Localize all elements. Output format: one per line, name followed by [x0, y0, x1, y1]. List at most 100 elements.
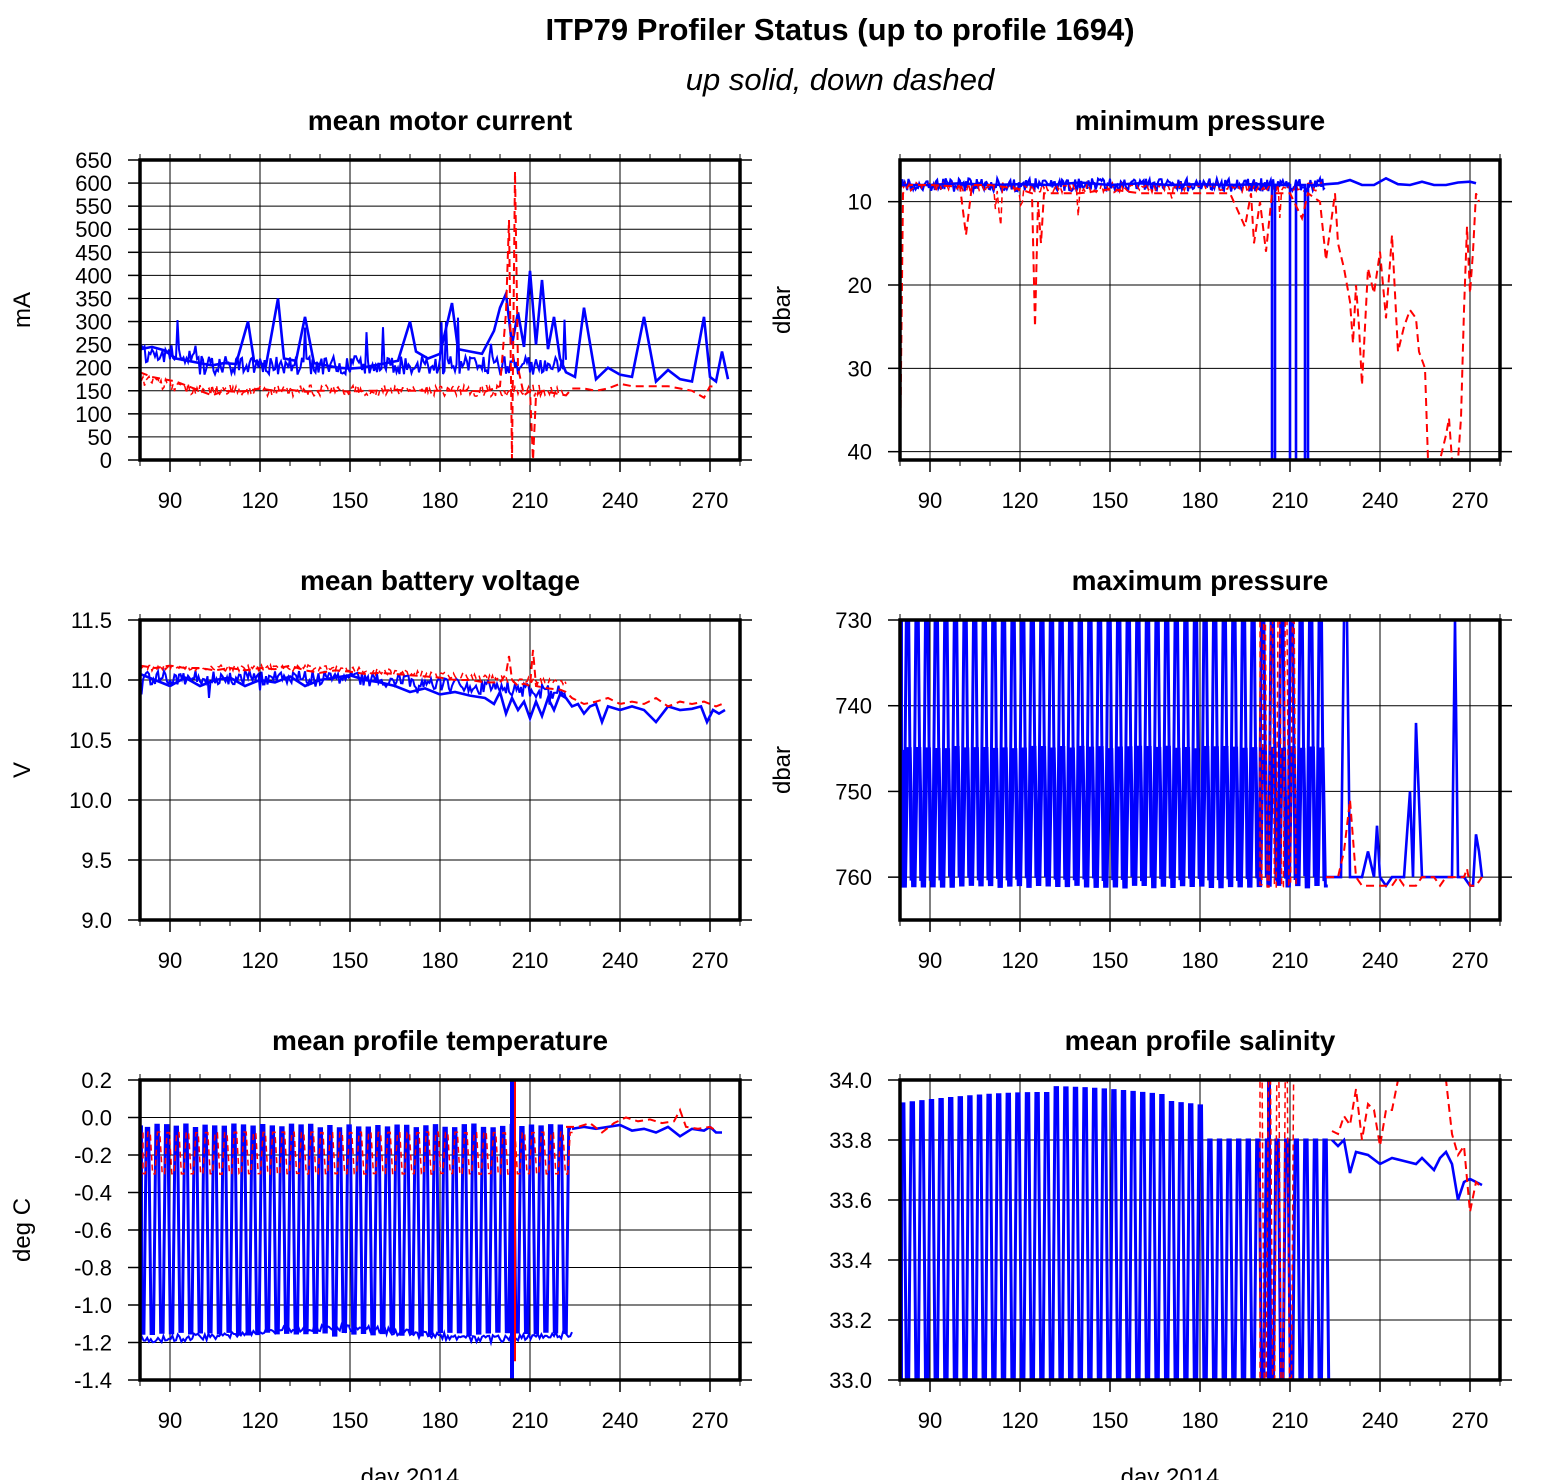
panel-title: maximum pressure [1072, 565, 1329, 596]
y-tick-label: 760 [835, 865, 872, 890]
plot-area [900, 620, 1484, 889]
series-down [900, 184, 1480, 460]
y-axis: 10 20 30 40 [848, 190, 1512, 465]
x-tick-label: 150 [1092, 488, 1129, 513]
plot-frame [898, 618, 1502, 922]
series-down [140, 171, 717, 460]
x-tick-label: 270 [692, 948, 729, 973]
y-tick-label: 11.5 [71, 608, 112, 633]
up-bottom-trace [140, 1321, 573, 1347]
series-up [1326, 620, 1484, 888]
x-tick-label: 180 [1182, 948, 1219, 973]
y-tick-label: 550 [75, 194, 112, 219]
y-tick-label: 10.0 [69, 788, 112, 813]
y-tick-label: 500 [75, 217, 112, 242]
x-tick-label: 120 [242, 1408, 279, 1433]
plot-area [900, 1080, 1483, 1380]
y-tick-label: 10.5 [69, 728, 112, 753]
down-profile-band [1259, 620, 1298, 888]
down-trace-dense [140, 662, 567, 687]
x-tick-label: 90 [918, 488, 942, 513]
series-down [140, 649, 723, 708]
y-tick-label: 450 [75, 240, 112, 265]
y-tick-label: 250 [75, 333, 112, 358]
y-axis-label: deg C [9, 1198, 36, 1262]
panel-volt: mean battery voltage 90 120 150 180 210 240 270… [9, 565, 752, 973]
x-tick-label: 150 [332, 488, 369, 513]
x-tick-label: 210 [512, 488, 549, 513]
y-tick-label: -1.2 [74, 1331, 112, 1356]
x-tick-label: 120 [1002, 488, 1039, 513]
figure-title: ITP79 Profiler Status (up to profile 169… [545, 12, 1134, 47]
up-profile-band-lower [901, 745, 1328, 889]
series-up [140, 270, 730, 385]
y-tick-label: 33.0 [829, 1368, 872, 1393]
y-tick-label: 34.0 [829, 1068, 872, 1093]
plot-frame [898, 1078, 1502, 1382]
y-tick-label: 33.4 [829, 1248, 872, 1273]
x-tick-label: 270 [1452, 948, 1489, 973]
y-tick-label: 33.2 [829, 1308, 872, 1333]
x-tick-label: 180 [422, 1408, 459, 1433]
panel-title: minimum pressure [1075, 105, 1326, 136]
x-tick-label: 210 [512, 1408, 549, 1433]
y-tick-label: 33.6 [829, 1188, 872, 1213]
x-tick-label: 270 [1452, 1408, 1489, 1433]
plot-frame [138, 1078, 742, 1382]
y-tick-label: -0.8 [74, 1256, 112, 1281]
plot-area [140, 171, 730, 460]
x-tick-label: 210 [512, 948, 549, 973]
plot-area [900, 174, 1480, 460]
x-tick-label: 90 [918, 948, 942, 973]
y-tick-label: 0.2 [81, 1068, 112, 1093]
y-tick-label: 150 [75, 379, 112, 404]
plot-frame [138, 618, 742, 922]
x-tick-label: 210 [1272, 488, 1309, 513]
y-tick-label: 0.0 [81, 1106, 112, 1131]
x-tick-label: 150 [1092, 948, 1129, 973]
y-axis-label: dbar [769, 746, 796, 794]
y-tick-label: -1.0 [74, 1293, 112, 1318]
y-tick-label: 730 [835, 608, 872, 633]
x-tick-label: 180 [422, 488, 459, 513]
up-trace-dense [140, 317, 567, 378]
series-up [900, 176, 1477, 460]
series-up [140, 672, 726, 726]
figure-subtitle: up solid, down dashed [686, 62, 996, 97]
x-tick-label: 210 [1272, 948, 1309, 973]
y-tick-label: 33.8 [829, 1128, 872, 1153]
y-tick-label: 10 [848, 190, 872, 215]
plot-area [140, 1080, 722, 1380]
y-tick-label: 11.0 [71, 668, 112, 693]
down-profile-band [1259, 1080, 1295, 1380]
y-tick-label: 300 [75, 310, 112, 335]
x-tick-label: 120 [1002, 1408, 1039, 1433]
series-up [1331, 1137, 1483, 1201]
x-axis: 90 120 150 180 210 240 270 [899, 1074, 1501, 1433]
x-tick-label: 240 [1362, 488, 1399, 513]
y-tick-label: -0.2 [74, 1143, 112, 1168]
x-tick-label: 90 [158, 1408, 182, 1433]
x-tick-label: 120 [1002, 948, 1039, 973]
series-down [1331, 1080, 1483, 1213]
x-tick-label: 120 [242, 488, 279, 513]
y-tick-label: 9.0 [81, 908, 112, 933]
y-tick-label: 0 [100, 448, 112, 473]
panel-sal: mean profile salinity 90 120 150 180 210 240 27… [829, 1025, 1512, 1480]
x-tick-label: 270 [692, 1408, 729, 1433]
down-trace-dense [900, 180, 1325, 226]
x-tick-label: 120 [242, 948, 279, 973]
y-tick-label: 600 [75, 171, 112, 196]
y-axis: 9.0 9.5 10.0 10.5 11.0 11.5 [69, 608, 752, 933]
x-tick-label: 90 [158, 488, 182, 513]
panel-temp: mean profile temperature 90 120 150 180 210 24… [9, 1025, 752, 1480]
series-down [1326, 799, 1483, 888]
x-tick-label: 270 [692, 488, 729, 513]
panel-minp: minimum pressure 90 120 150 180 210 240 270 10 20… [769, 105, 1512, 513]
y-tick-label: 100 [75, 402, 112, 427]
y-tick-label: 200 [75, 356, 112, 381]
up-profile-band [140, 1123, 572, 1337]
